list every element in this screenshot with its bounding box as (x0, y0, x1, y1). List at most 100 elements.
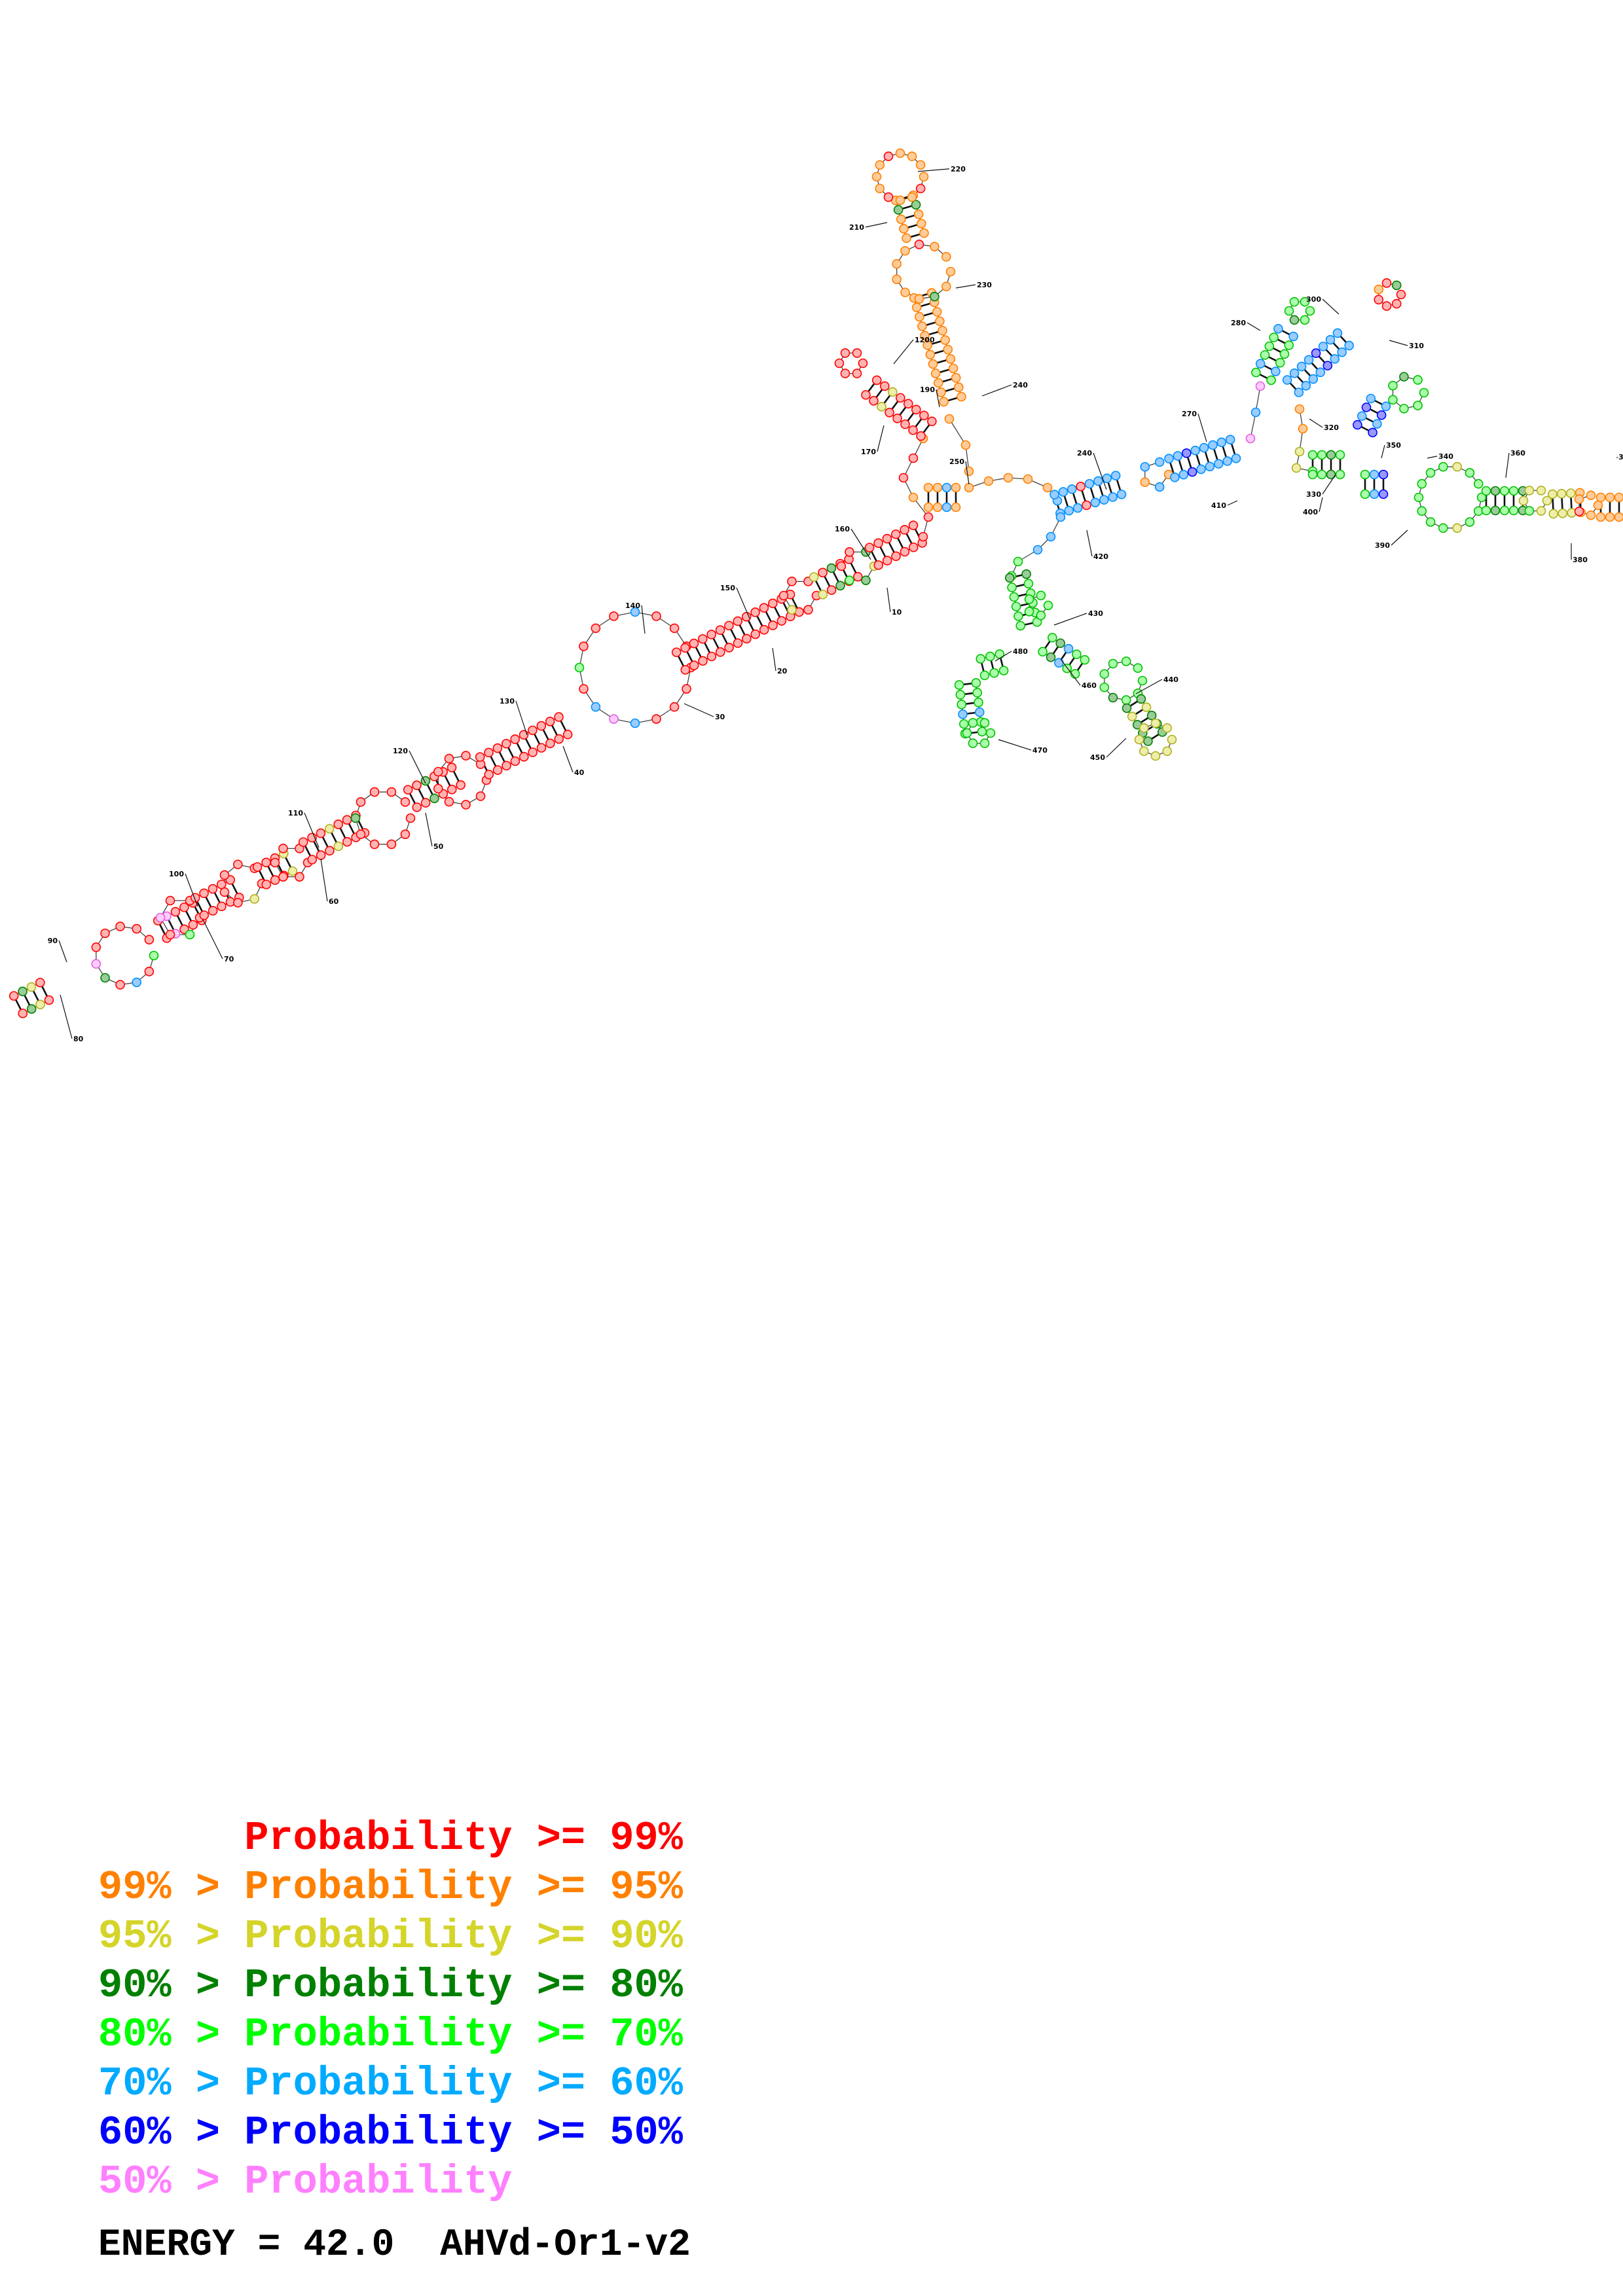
nucleotide (1332, 328, 1343, 338)
nucleotide (18, 1009, 28, 1018)
nucleotide (1298, 423, 1308, 434)
position-label: 50 (433, 842, 444, 851)
nucleotide (985, 728, 996, 738)
nucleotide (826, 563, 837, 573)
nucleotide (1605, 512, 1615, 522)
nucleotide (911, 200, 921, 210)
nucleotide (1250, 407, 1261, 418)
nucleotide (879, 381, 890, 391)
nucleotide (1271, 367, 1281, 376)
nucleotide (875, 160, 885, 170)
nucleotide (724, 620, 734, 631)
nucleotide (1381, 401, 1391, 412)
nucleotide (958, 709, 968, 719)
nucleotide (1173, 451, 1183, 461)
nucleotide (930, 368, 941, 378)
nucleotide (1110, 471, 1121, 481)
nucleotide (316, 828, 326, 838)
nucleotide (1190, 445, 1200, 456)
nucleotide (149, 950, 159, 961)
nucleotide (1255, 381, 1266, 391)
nucleotide (1490, 486, 1501, 496)
nucleotide (1317, 469, 1327, 480)
nucleotide (917, 321, 927, 331)
nucleotide (219, 870, 230, 880)
nucleotide (233, 859, 243, 870)
nucleotide (1419, 387, 1429, 398)
position-tick (1322, 298, 1340, 315)
nucleotide (609, 714, 619, 724)
nucleotide (1396, 289, 1406, 300)
nucleotide (1049, 490, 1059, 499)
nucleotide (444, 797, 454, 807)
position-label: 310 (1409, 342, 1424, 350)
position-label: 280 (1231, 319, 1246, 327)
nucleotide (919, 410, 929, 421)
nucleotide (1315, 367, 1326, 378)
nucleotide (706, 630, 717, 639)
nucleotide (1164, 454, 1174, 463)
nucleotide (1099, 669, 1110, 679)
position-label: 1200 (915, 336, 935, 344)
position-label: 360 (1510, 449, 1525, 457)
nucleotide (1196, 464, 1206, 475)
legend-row-p99: Probability >= 99% (98, 1815, 683, 1861)
nucleotide (1260, 350, 1270, 360)
position-tick (684, 703, 714, 717)
nucleotide (356, 829, 366, 839)
position-label: 140 (625, 601, 640, 610)
nucleotide (1465, 517, 1475, 527)
position-tick (955, 284, 976, 289)
nucleotide (989, 668, 999, 678)
nucleotide (165, 895, 175, 906)
nucleotide (939, 397, 949, 407)
nucleotide (1064, 505, 1074, 516)
position-label: 470 (1032, 746, 1048, 755)
position-tick (320, 858, 328, 902)
nucleotide (1381, 301, 1392, 311)
base-pair-layer (13, 194, 1620, 1014)
nucleotide (591, 702, 601, 712)
position-label: 210 (849, 223, 864, 232)
nucleotide (1063, 643, 1074, 654)
nucleotide (896, 214, 906, 224)
nucleotide (750, 629, 761, 639)
nucleotide (1376, 410, 1387, 420)
nucleotide (908, 542, 919, 552)
nucleotide (1080, 655, 1090, 665)
nucleotide (1322, 361, 1333, 370)
nucleotide (911, 302, 922, 312)
nucleotide (651, 714, 661, 724)
nucleotide (35, 999, 45, 1010)
nucleotide (1508, 505, 1519, 516)
nucleotide (1082, 500, 1091, 511)
nucleotide (1399, 372, 1409, 382)
nucleotide (170, 906, 181, 917)
position-label: 37 (1618, 453, 1623, 461)
nucleotide (433, 766, 443, 777)
nucleotide (1090, 497, 1101, 508)
nucleotide (900, 419, 910, 429)
nucleotide (940, 335, 950, 345)
position-label: 120 (393, 747, 408, 755)
nucleotide (689, 638, 699, 649)
nucleotide (1032, 545, 1043, 555)
nucleotide (955, 690, 966, 700)
nucleotide (706, 651, 717, 662)
nucleotide (261, 857, 271, 868)
nucleotide (882, 556, 892, 565)
nucleotide (369, 839, 380, 850)
nucleotide (1134, 734, 1144, 745)
nucleotide (492, 743, 503, 753)
nucleotide (1337, 347, 1347, 357)
nucleotide (873, 560, 884, 570)
nucleotide (115, 980, 125, 990)
nucleotide (845, 575, 854, 585)
nucleotide (461, 751, 471, 761)
position-label: 460 (1082, 681, 1097, 690)
nucleotide (132, 977, 141, 988)
nucleotide (1048, 632, 1057, 643)
nucleotide (951, 482, 961, 493)
nucleotide (1417, 506, 1427, 516)
nucleotide (100, 973, 110, 983)
